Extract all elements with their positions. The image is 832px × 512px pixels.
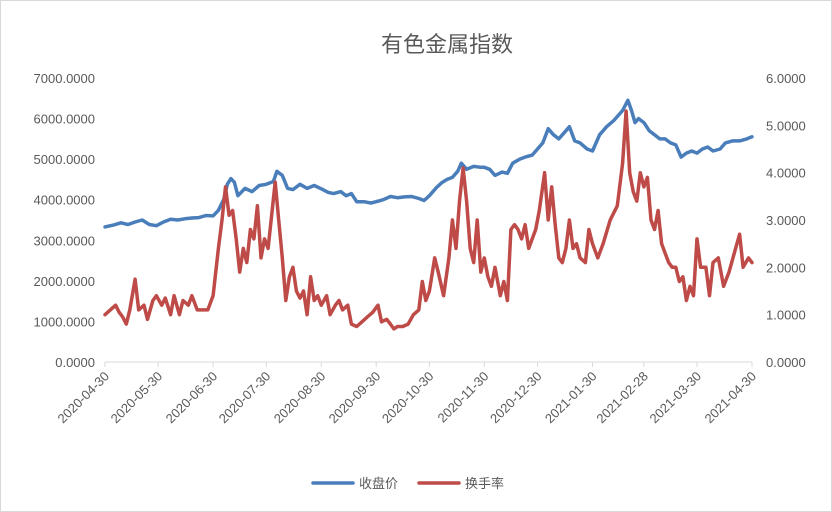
series-line-close-price <box>103 98 754 229</box>
right-y-tick-label: 4.0000 <box>766 166 806 181</box>
right-y-tick-label: 3.0000 <box>766 213 806 228</box>
right-y-tick-label: 5.0000 <box>766 118 806 133</box>
left-y-tick-label: 6000.0000 <box>34 112 95 127</box>
left-y-tick-label: 4000.0000 <box>34 193 95 208</box>
legend-label-close-price: 收盘价 <box>359 476 398 492</box>
right-y-tick-label: 1.0000 <box>766 308 806 323</box>
left-y-tick-label: 1000.0000 <box>34 314 95 329</box>
legend: 收盘价 换手率 <box>311 476 504 492</box>
x-tick-label: 2021-01-30 <box>542 369 600 427</box>
x-tick-label: 2021-03-30 <box>647 369 705 427</box>
left-y-axis: 0.0000 1000.0000 2000.0000 3000.0000 4000.00… <box>34 71 95 370</box>
x-tick-label: 2020-07-30 <box>216 369 274 427</box>
x-tick-label: 2021-02-28 <box>593 369 651 427</box>
x-tick-label: 2020-04-30 <box>54 369 112 427</box>
right-y-tick-label: 2.0000 <box>766 260 806 275</box>
legend-label-turnover-rate: 换手率 <box>465 476 504 492</box>
series-layer <box>103 98 754 331</box>
series-line-turnover-rate <box>103 109 754 331</box>
x-tick-label: 2020-10-30 <box>379 369 437 427</box>
x-tick-label: 2020-12-30 <box>487 369 545 427</box>
chart-title: 有色金属指数 <box>381 33 513 58</box>
x-tick-label: 2020-09-30 <box>326 369 384 427</box>
x-tick-label: 2020-05-30 <box>108 369 166 427</box>
right-y-tick-label: 0.0000 <box>766 355 806 370</box>
x-tick-label: 2020-08-30 <box>271 369 329 427</box>
left-y-tick-label: 0.0000 <box>55 355 95 370</box>
left-y-tick-label: 7000.0000 <box>34 71 95 86</box>
x-tick-label: 2020-06-30 <box>163 369 221 427</box>
right-y-axis: 0.0000 1.0000 2.0000 3.0000 4.0000 5.0000 6.00… <box>766 71 806 370</box>
x-axis: 2020-04-302020-05-302020-06-302020-07-30… <box>54 361 759 427</box>
right-y-tick-label: 6.0000 <box>766 71 806 86</box>
left-y-tick-label: 3000.0000 <box>34 233 95 248</box>
left-y-tick-label: 2000.0000 <box>34 274 95 289</box>
x-tick-label: 2021-04-30 <box>701 369 759 427</box>
left-y-tick-label: 5000.0000 <box>34 152 95 167</box>
x-tick-label: 2020-11-30 <box>435 369 492 426</box>
